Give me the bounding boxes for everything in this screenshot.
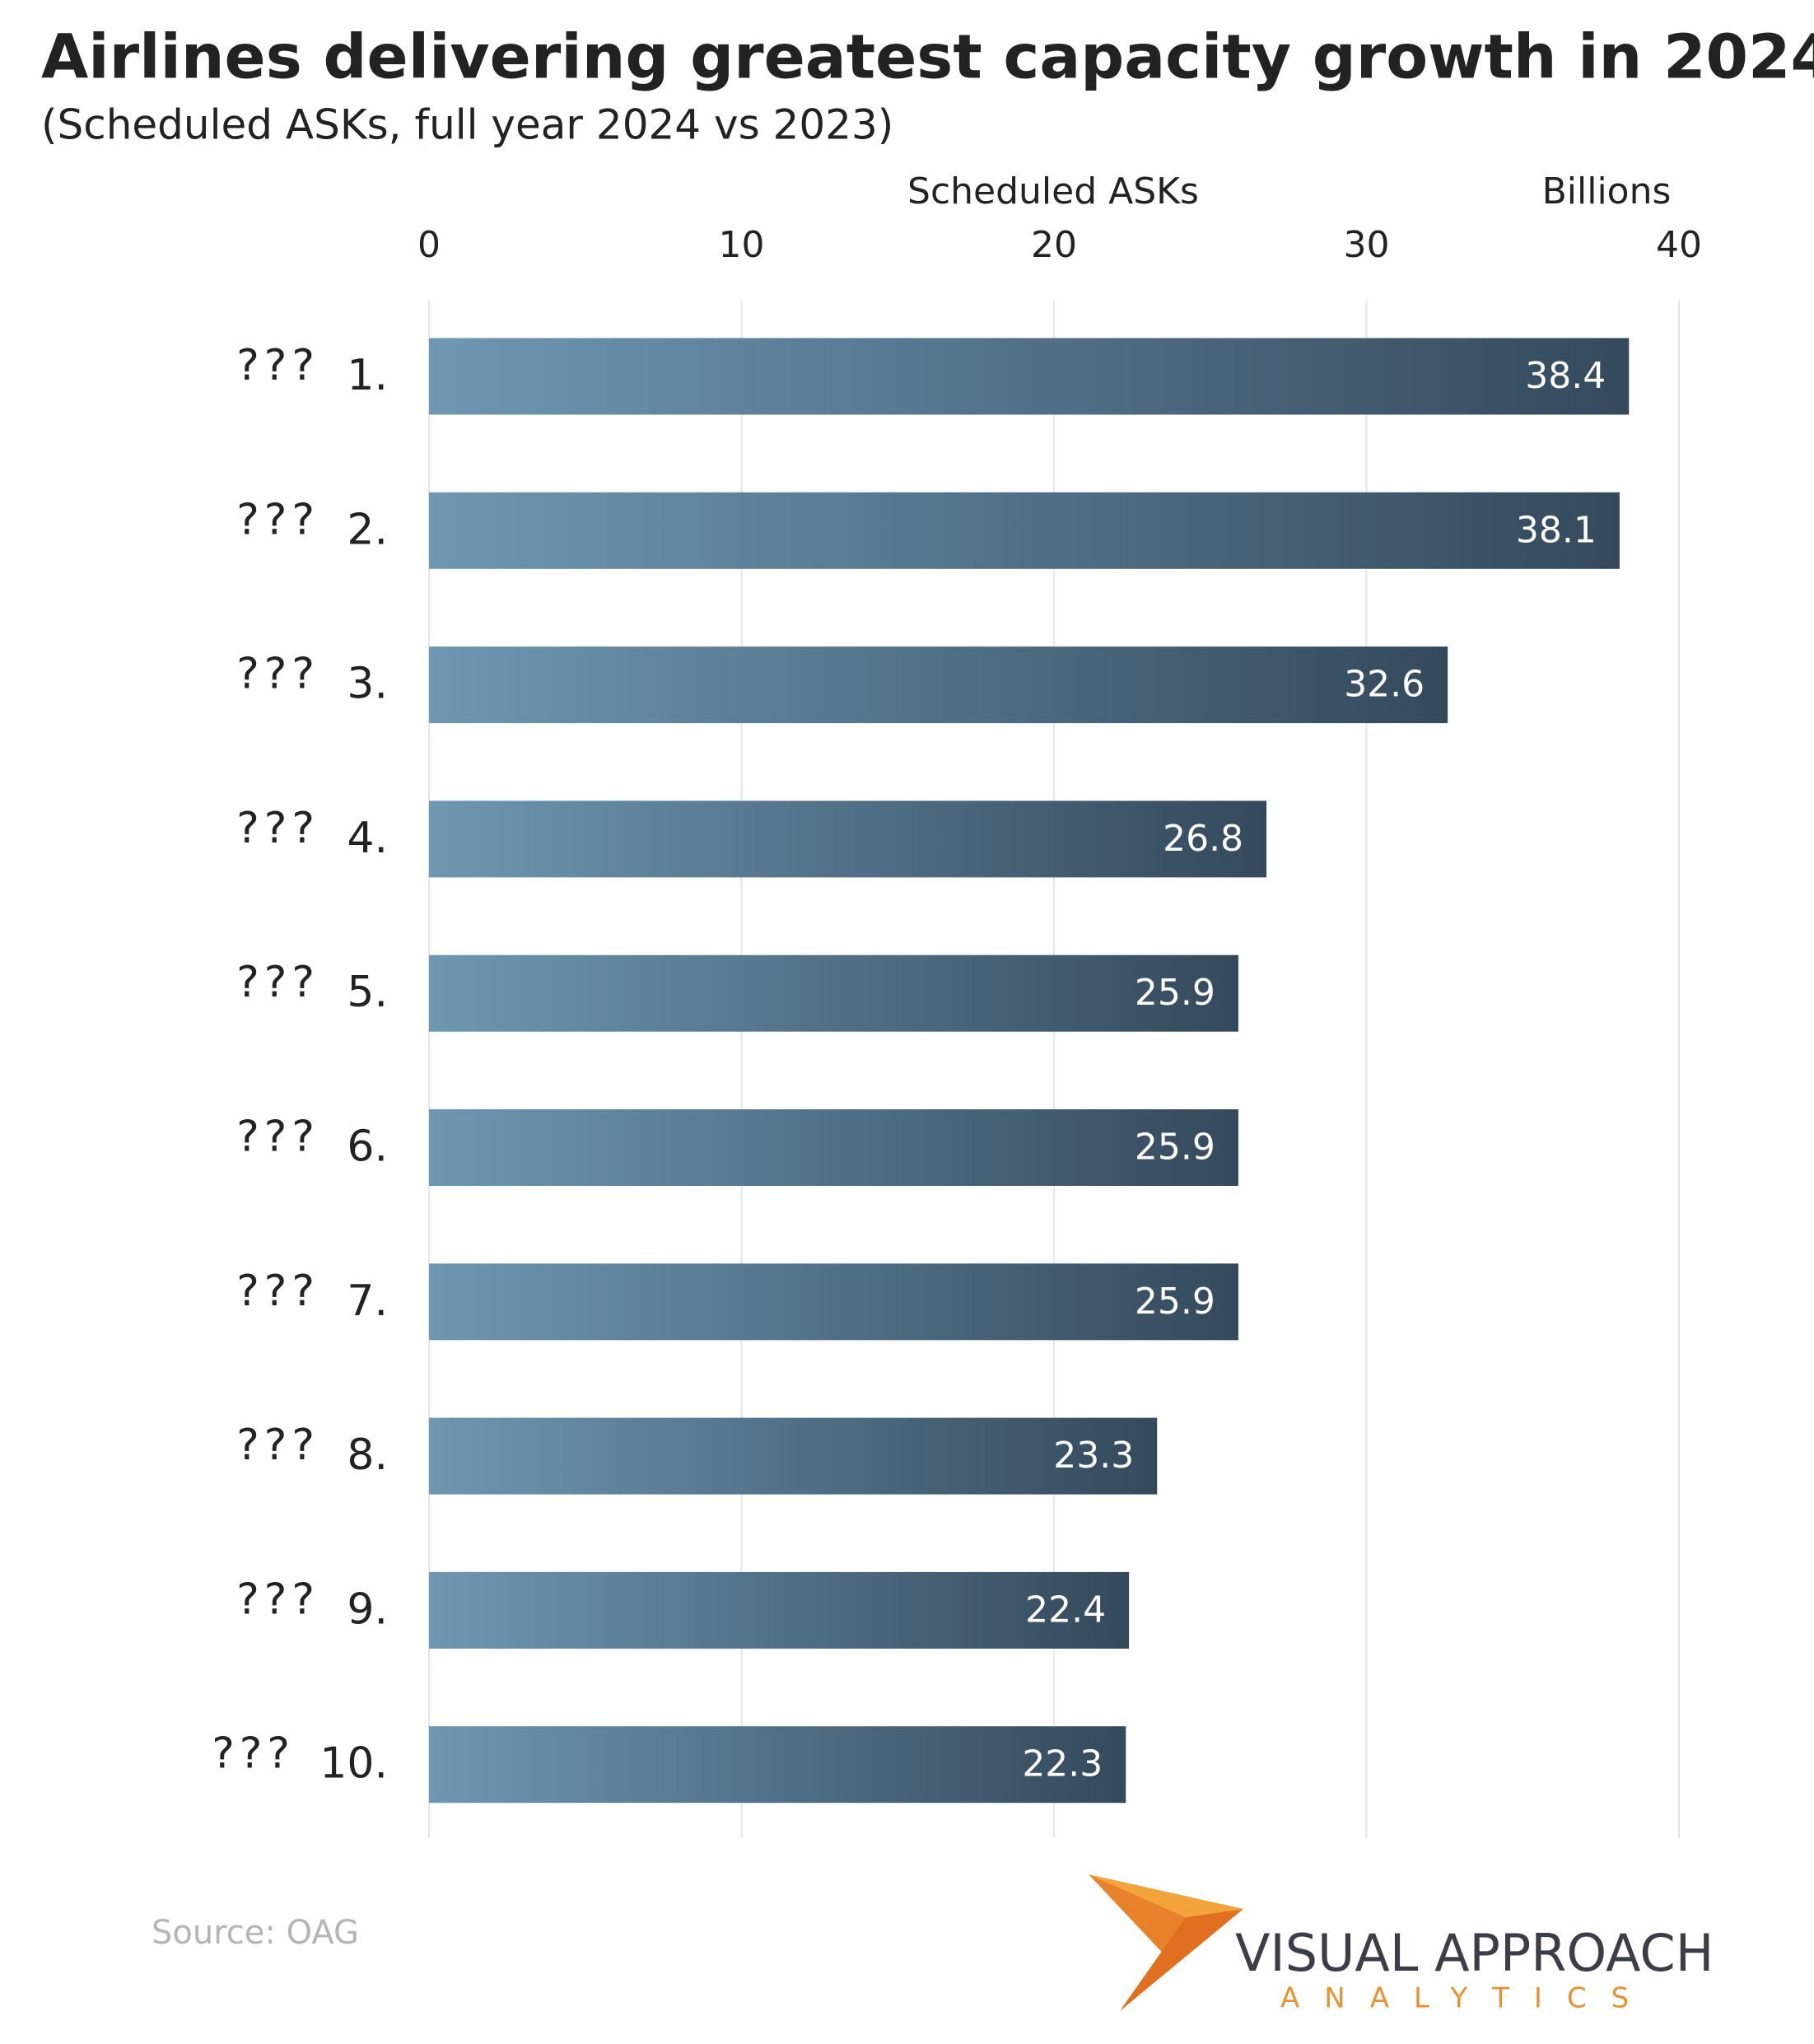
value-label: 38.4 [1525, 355, 1606, 397]
value-label: 25.9 [1135, 1281, 1215, 1323]
bar [429, 1726, 1126, 1804]
bar [429, 1109, 1238, 1186]
category-label: 2. [347, 505, 388, 554]
x-tick-label: 10 [719, 224, 765, 266]
airline-label: ??? [236, 1267, 319, 1316]
category-label: 6. [347, 1122, 388, 1172]
bar [429, 1263, 1238, 1341]
x-tick-label: 0 [417, 224, 441, 266]
airline-label: ??? [236, 1421, 319, 1470]
airline-label: ??? [236, 1575, 319, 1624]
source: Source: OAG [152, 1914, 359, 1952]
airline-label: ??? [236, 1113, 319, 1162]
category-label: 3. [347, 660, 388, 709]
bar [429, 954, 1238, 1032]
value-label: 23.3 [1053, 1435, 1134, 1477]
value-label: 22.3 [1022, 1743, 1103, 1785]
airline-label: ??? [236, 341, 319, 390]
logo-name: VISUAL APPROACH [1235, 1923, 1714, 1983]
category-label: 4. [347, 814, 388, 863]
x-tick-label: 30 [1344, 224, 1390, 266]
bar [429, 1571, 1130, 1649]
logo-shape [1120, 1909, 1243, 2011]
bar [429, 492, 1620, 569]
logo-shape [1089, 1874, 1186, 1960]
category-label: 9. [347, 1584, 388, 1634]
bar [429, 800, 1267, 878]
value-label: 32.6 [1344, 664, 1425, 706]
x-axis-unit: Billions [1542, 170, 1672, 212]
category-label: 10. [319, 1739, 388, 1789]
category-label: 5. [347, 968, 388, 1017]
category-label: 8. [347, 1430, 388, 1480]
category-label: 7. [347, 1276, 388, 1326]
chart-subtitle: (Scheduled ASKs, full year 2024 vs 2023) [41, 101, 893, 149]
value-label: 25.9 [1135, 972, 1215, 1014]
airline-label: ??? [236, 958, 319, 1007]
value-label: 25.9 [1135, 1127, 1215, 1169]
airline-label: ??? [236, 495, 319, 544]
bar [429, 338, 1630, 415]
airline-label: ??? [236, 650, 319, 699]
category-label: 1. [347, 351, 388, 400]
value-label: 22.4 [1025, 1589, 1106, 1631]
chart-title: Airlines delivering greatest capacity gr… [41, 22, 1814, 93]
logo-shape [1089, 1874, 1243, 1917]
bar [429, 646, 1448, 724]
value-label: 38.1 [1516, 509, 1597, 551]
logo-tagline: ANALYTICS [1280, 1982, 1653, 2015]
x-tick-label: 40 [1656, 224, 1702, 266]
logo: VISUAL APPROACH ANALYTICS [1089, 1874, 1714, 2015]
value-label: 26.8 [1163, 818, 1243, 860]
x-axis-label: Scheduled ASKs [907, 170, 1199, 212]
airline-label: ??? [236, 804, 319, 853]
bar [429, 1417, 1158, 1495]
x-tick-label: 20 [1031, 224, 1077, 266]
airline-label: ??? [212, 1729, 295, 1779]
